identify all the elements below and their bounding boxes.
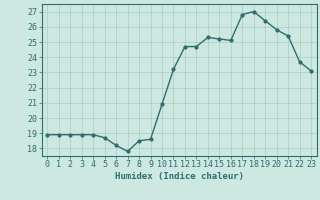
X-axis label: Humidex (Indice chaleur): Humidex (Indice chaleur) <box>115 172 244 181</box>
